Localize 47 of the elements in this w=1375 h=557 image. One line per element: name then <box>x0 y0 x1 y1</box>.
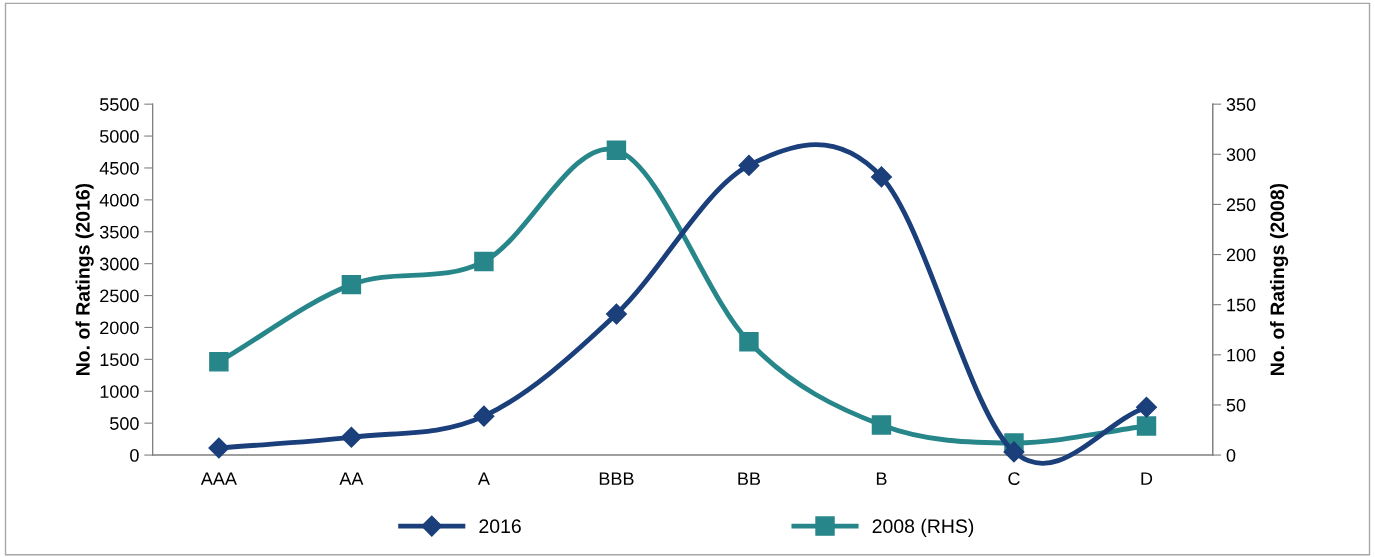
y-tick-label: 4500 <box>99 161 139 175</box>
point <box>208 437 230 459</box>
y-tick-label: 5500 <box>99 98 139 111</box>
y2-tick-label: 100 <box>1227 348 1256 362</box>
point <box>739 332 759 352</box>
x-tick-label: A <box>477 472 490 485</box>
point <box>1135 396 1158 418</box>
point <box>1136 416 1157 436</box>
y2-axis-title: No. of Ratings (2008) <box>1269 183 1289 375</box>
y2-tick-label: 150 <box>1227 298 1256 312</box>
y2-tick-label: 200 <box>1226 248 1256 262</box>
legend-label: 2008 (RHS) <box>872 518 974 537</box>
y-tick-label: 2000 <box>100 321 139 335</box>
y-axis-title: No. of Ratings (2016) <box>75 183 94 375</box>
y-tick-label: 500 <box>110 417 139 430</box>
x-tick-label: C <box>1008 472 1020 485</box>
x-tick-label: AA <box>339 472 364 485</box>
point <box>1003 441 1025 463</box>
y-tick-label: 4000 <box>99 193 139 207</box>
x-tick-label: D <box>1141 472 1153 485</box>
x-tick-label: BBB <box>599 472 634 485</box>
point <box>606 140 627 161</box>
point <box>474 251 494 272</box>
point <box>738 154 760 176</box>
point <box>340 426 362 448</box>
x-tick-label: BB <box>738 472 761 485</box>
y2-tick-label: 0 <box>1226 449 1236 462</box>
y-tick-label: 3500 <box>99 225 139 239</box>
y2-tick-label: 300 <box>1226 148 1256 162</box>
y-tick-label: 2500 <box>100 289 139 303</box>
y-tick-label: 0 <box>130 449 139 462</box>
y2-tick-label: 50 <box>1226 398 1246 412</box>
point <box>605 303 627 325</box>
point <box>871 415 892 435</box>
point <box>209 352 229 372</box>
y-tick-label: 3000 <box>99 257 139 271</box>
y-tick-label: 5000 <box>99 129 139 143</box>
point <box>870 166 892 188</box>
y-tick-label: 1000 <box>100 385 139 398</box>
point <box>473 405 495 427</box>
y2-tick-label: 350 <box>1226 98 1256 111</box>
x-tick-label: B <box>876 472 887 485</box>
y2-tick-label: 250 <box>1226 198 1256 212</box>
y-tick-label: 1500 <box>100 353 139 367</box>
legend-label: 2016 <box>479 519 521 534</box>
point <box>341 274 362 295</box>
x-tick-label: AAA <box>200 472 237 485</box>
